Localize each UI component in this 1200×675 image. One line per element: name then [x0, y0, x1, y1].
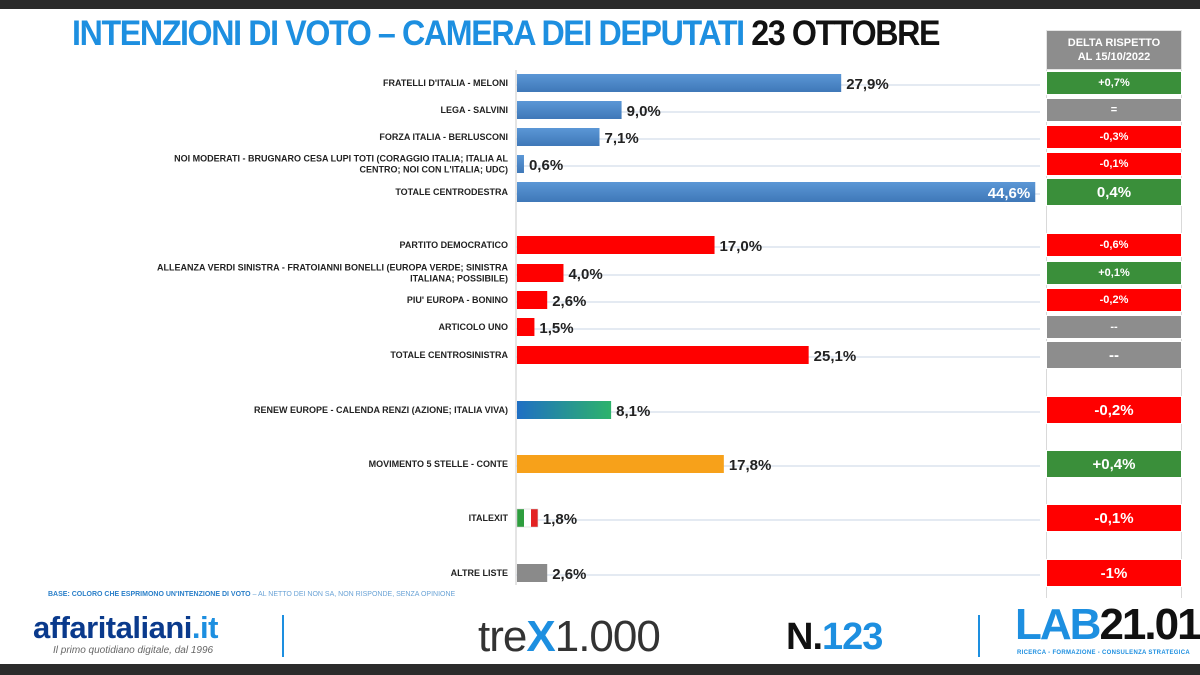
- category-label: NOI MODERATI - BRUGNARO CESA LUPI TOTI (…: [174, 154, 508, 175]
- value-label: 1,8%: [543, 511, 577, 528]
- category-label: TOTALE CENTRODESTRA: [395, 187, 508, 197]
- category-label: ALTRE LISTE: [451, 568, 508, 578]
- category-label: TOTALE CENTROSINISTRA: [390, 350, 508, 360]
- category-label: FORZA ITALIA - BERLUSCONI: [379, 132, 508, 142]
- category-label: FRATELLI D'ITALIA - MELONI: [383, 78, 508, 88]
- value-label: 27,9%: [846, 76, 889, 93]
- delta-cell: 0,4%: [1046, 178, 1182, 206]
- bar: [517, 455, 724, 473]
- category-label: ALLEANZA VERDI SINISTRA - FRATOIANNI BON…: [157, 263, 509, 284]
- footer-separator: [282, 615, 284, 657]
- value-label: 1,5%: [539, 320, 573, 337]
- bar: [517, 74, 842, 92]
- delta-cell: -1%: [1046, 559, 1182, 587]
- value-label: 8,1%: [616, 403, 650, 420]
- bar: [517, 155, 524, 173]
- delta-header-line2: AL 15/10/2022: [1077, 51, 1151, 63]
- trex-pre: tre: [478, 612, 527, 661]
- delta-cell: --: [1046, 315, 1182, 339]
- trex-logo: treX1.000: [478, 612, 661, 662]
- report-number-prefix: N.: [786, 616, 823, 658]
- title-main: INTENZIONI DI VOTO – CAMERA DEI DEPUTATI: [72, 14, 745, 53]
- category-label: ARTICOLO UNO: [439, 322, 509, 332]
- value-label: 17,0%: [720, 238, 763, 255]
- value-label: 4,0%: [568, 266, 602, 283]
- bar: [517, 564, 548, 582]
- value-label: 25,1%: [814, 348, 857, 365]
- title-date: 23 OTTOBRE: [751, 14, 940, 53]
- value-label: 9,0%: [627, 103, 661, 120]
- delta-cell: +0,4%: [1046, 450, 1182, 478]
- affaritaliani-tld: .it: [191, 610, 219, 645]
- category-label: LEGA - SALVINI: [441, 105, 509, 115]
- delta-cell: +0,7%: [1046, 71, 1182, 95]
- bar: [517, 128, 600, 146]
- trex-post: 1.000: [554, 612, 661, 661]
- affaritaliani-tagline: Il primo quotidiano digitale, dal 1996: [53, 645, 214, 656]
- bar: [517, 291, 548, 309]
- lab2101-logo: LAB21.01: [1015, 600, 1200, 650]
- footnote-bold: BASE: COLORO CHE ESPRIMONO UN'INTENZIONE…: [48, 591, 251, 598]
- value-label: 2,6%: [552, 566, 586, 583]
- category-label: RENEW EUROPE - CALENDA RENZI (AZIONE; IT…: [254, 405, 508, 415]
- category-label: MOVIMENTO 5 STELLE - CONTE: [369, 459, 508, 469]
- category-label: PIU' EUROPA - BONINO: [407, 295, 508, 305]
- bar: [517, 101, 622, 119]
- value-label: 17,8%: [729, 457, 772, 474]
- lab-part2: 21.01: [1099, 600, 1200, 649]
- category-label: ITALEXIT: [469, 513, 509, 523]
- lab-part1: LAB: [1015, 600, 1101, 649]
- footnote-light: – AL NETTO DEI NON SA, NON RISPONDE, SEN…: [252, 591, 456, 598]
- delta-cell: --: [1046, 341, 1182, 369]
- bar: [517, 401, 612, 419]
- value-label: 7,1%: [605, 130, 639, 147]
- vote-intention-bar-chart: FRATELLI D'ITALIA - MELONI 27,9% LEGA - SA…: [157, 70, 1040, 585]
- value-label: 2,6%: [552, 293, 586, 310]
- report-number-value: 123: [822, 616, 883, 658]
- bar: [517, 264, 564, 282]
- delta-cell: =: [1046, 98, 1182, 122]
- delta-cell: -0,2%: [1046, 288, 1182, 312]
- delta-cell: -0,3%: [1046, 125, 1182, 149]
- bar: [517, 182, 1036, 202]
- affaritaliani-logo: affaritaliani.it: [33, 610, 218, 646]
- page-title: INTENZIONI DI VOTO – CAMERA DEI DEPUTATI…: [72, 14, 940, 54]
- affaritaliani-name: affaritaliani: [33, 610, 192, 645]
- footnote: BASE: COLORO CHE ESPRIMONO UN'INTENZIONE…: [48, 591, 455, 598]
- bar: [517, 346, 809, 364]
- footer-separator: [978, 615, 980, 657]
- delta-cell: +0,1%: [1046, 261, 1182, 285]
- delta-header-line1: DELTA RISPETTO: [1067, 37, 1161, 49]
- lab-tagline: RICERCA - FORMAZIONE - CONSULENZA STRATE…: [1017, 650, 1190, 656]
- top-bar: [0, 0, 1200, 9]
- report-number: N.123: [786, 616, 883, 659]
- bar: [517, 318, 535, 336]
- delta-cell: -0,1%: [1046, 152, 1182, 176]
- bottom-bar: [0, 664, 1200, 675]
- category-label: PARTITO DEMOCRATICO: [400, 240, 509, 250]
- bar: [517, 236, 715, 254]
- value-label: 0,6%: [529, 157, 563, 174]
- value-label: 44,6%: [988, 185, 1031, 202]
- delta-cell: -0,1%: [1046, 504, 1182, 532]
- delta-cell: -0,6%: [1046, 233, 1182, 257]
- delta-cell: -0,2%: [1046, 396, 1182, 424]
- bar: [516, 508, 539, 528]
- trex-x: X: [526, 612, 555, 661]
- delta-header: DELTA RISPETTO AL 15/10/2022: [1046, 30, 1182, 70]
